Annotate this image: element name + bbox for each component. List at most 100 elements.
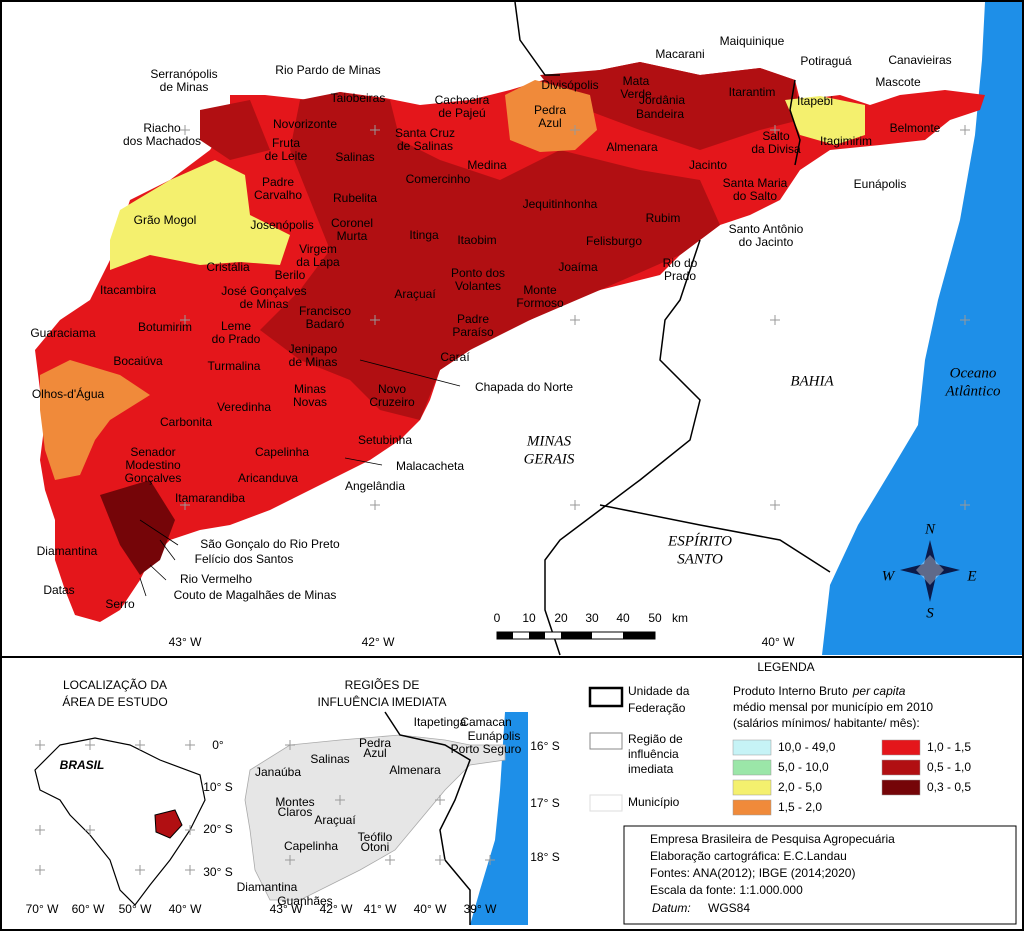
lat-label: 0°: [212, 738, 224, 752]
place-label: Olhos-d'Água: [32, 386, 105, 401]
state-border: [789, 79, 801, 166]
place-label: Rio Pardo de Minas: [275, 63, 380, 77]
region-place-label: Guanhães: [277, 894, 332, 908]
legend-label: influência: [628, 747, 679, 761]
legend-variable-part: Produto Interno Bruto: [733, 684, 848, 698]
place-label: Minas: [294, 382, 326, 396]
graticule-label: 40° W: [762, 635, 795, 649]
place-label: Azul: [538, 116, 561, 130]
graticule-cross: [385, 855, 395, 865]
graticule-cross: [770, 125, 780, 135]
place-label: Bocaiúva: [113, 354, 163, 368]
graticule-label: 43° W: [169, 635, 202, 649]
place-label: do Salto: [733, 189, 777, 203]
place-label: do Jacinto: [739, 235, 794, 249]
place-label: Salto: [762, 129, 790, 143]
place-label: São Gonçalo do Rio Preto: [200, 537, 340, 551]
graticule-cross: [85, 740, 95, 750]
place-label: Padre: [262, 175, 294, 189]
graticule-cross: [285, 740, 295, 750]
region-place-label: Itapetinga: [414, 715, 467, 729]
region-place-label: Otoni: [361, 840, 390, 854]
graticule-cross: [285, 855, 295, 865]
lon-label: 39° W: [464, 902, 497, 916]
place-label: de Leite: [265, 149, 308, 163]
place-label: Carvalho: [254, 188, 302, 202]
place-label: Paraíso: [452, 325, 494, 339]
place-label: Berilo: [275, 268, 306, 282]
place-label: da Lapa: [296, 255, 340, 269]
lon-label: 40° W: [169, 902, 202, 916]
place-label: Cruzeiro: [369, 395, 415, 409]
legend-swatch: [732, 759, 772, 776]
place-label: Divisópolis: [541, 78, 598, 92]
state-border: [384, 711, 471, 925]
place-label: de Minas: [240, 297, 289, 311]
legend-class-label: 10,0 - 49,0: [778, 740, 836, 754]
legend-swatch: [732, 779, 772, 796]
legend-swatch: [881, 779, 921, 796]
place-label: Serro: [105, 597, 135, 611]
legend-swatch: [881, 739, 921, 756]
regions-area: [244, 734, 506, 901]
place-label: Diamantina: [37, 544, 98, 558]
place-label: Almenara: [606, 140, 658, 154]
graticule-cross: [370, 125, 380, 135]
place-label: José Gonçalves: [221, 284, 306, 298]
place-label: Malacacheta: [396, 459, 464, 473]
legend-class-label: 1,0 - 1,5: [927, 740, 971, 754]
graticule-cross: [570, 125, 580, 135]
scale-label: 50: [648, 611, 662, 625]
place-label: Felisburgo: [586, 234, 642, 248]
credit-line: Elaboração cartográfica: E.C.Landau: [650, 849, 847, 863]
credit-line: Datum:: [652, 901, 691, 915]
place-label: Novorizonte: [273, 117, 337, 131]
place-label: Carbonita: [160, 415, 212, 429]
country-label: BRASIL: [60, 758, 105, 772]
leader-line: [159, 539, 176, 561]
lon-label: 40° W: [414, 902, 447, 916]
place-label: Taiobeiras: [331, 91, 386, 105]
graticule-cross: [960, 125, 970, 135]
legend-swatch: [881, 759, 921, 776]
lat-label: 20° S: [203, 822, 232, 836]
place-label: Macarani: [655, 47, 704, 61]
graticule-cross: [435, 855, 445, 865]
credit-line: Empresa Brasileira de Pesquisa Agropecuá…: [650, 832, 895, 846]
place-label: Modestino: [125, 458, 181, 472]
place-label: Grão Mogol: [134, 213, 197, 227]
graticule-cross: [180, 500, 190, 510]
place-label: Veredinha: [217, 400, 271, 414]
place-label: Potiraguá: [800, 54, 852, 68]
brazil-outline: [34, 737, 206, 906]
graticule-cross: [180, 315, 190, 325]
scale-label: 40: [616, 611, 630, 625]
scale-label: 30: [585, 611, 599, 625]
place-label: Setubinha: [358, 433, 412, 447]
region-place-label: Capelinha: [284, 839, 338, 853]
place-label: Jenipapo: [289, 342, 338, 356]
legend-variable: médio mensal por município em 2010: [733, 700, 933, 714]
region-label: Atlântico: [945, 383, 1001, 399]
place-label: Itamarandiba: [175, 491, 245, 505]
credit-line: WGS84: [708, 901, 750, 915]
scale-bar: [497, 632, 513, 639]
place-label: Coronel: [331, 216, 373, 230]
graticule-label: 42° W: [362, 635, 395, 649]
region-place-label: Araçuaí: [314, 813, 356, 827]
graticule-cross: [960, 315, 970, 325]
place-label: Jordânia: [639, 93, 685, 107]
place-label: Badaró: [306, 317, 345, 331]
graticule-cross: [370, 500, 380, 510]
place-label: Itacambira: [100, 283, 156, 297]
lat-label: 18° S: [530, 850, 559, 864]
graticule-cross: [335, 795, 345, 805]
place-label: Capelinha: [255, 445, 309, 459]
graticule-cross: [570, 315, 580, 325]
region-label: BAHIA: [790, 373, 834, 389]
legend-swatch: [732, 739, 772, 756]
lon-label: 60° W: [72, 902, 105, 916]
legend-class-label: 0,3 - 0,5: [927, 780, 971, 794]
place-label: Leme: [221, 319, 251, 333]
compass-rose: [900, 540, 960, 602]
